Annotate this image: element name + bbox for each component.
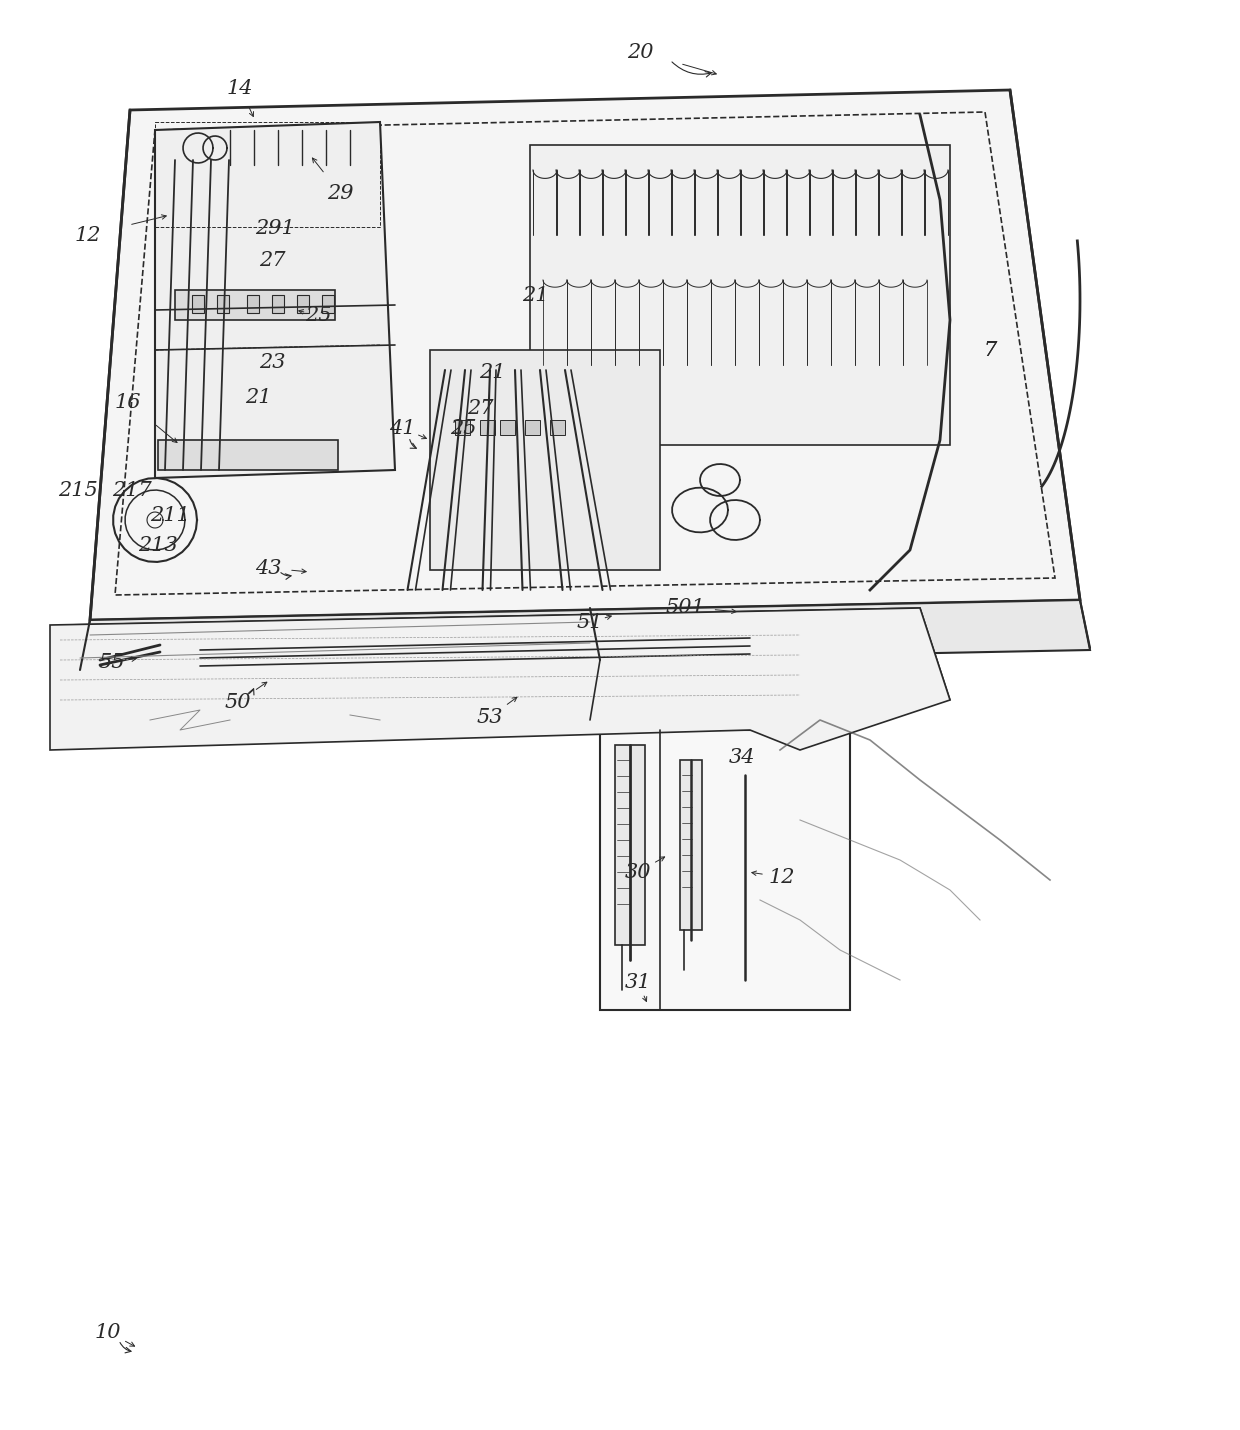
Text: 12: 12 — [769, 868, 795, 887]
Text: 30: 30 — [625, 862, 651, 881]
Bar — [615, 745, 645, 945]
Text: 23: 23 — [259, 353, 285, 372]
Polygon shape — [81, 601, 1090, 671]
Bar — [155, 122, 379, 227]
Text: 53: 53 — [476, 708, 503, 726]
Bar — [192, 295, 205, 313]
Bar — [247, 295, 259, 313]
Text: 14: 14 — [227, 79, 253, 97]
Text: 29: 29 — [327, 183, 353, 203]
Bar — [600, 729, 849, 1010]
Bar — [175, 290, 335, 320]
Bar — [551, 420, 565, 435]
Text: 41: 41 — [389, 419, 415, 438]
Text: 50: 50 — [224, 692, 252, 712]
Text: 7: 7 — [983, 340, 997, 359]
Text: 51: 51 — [577, 612, 603, 632]
Text: 211: 211 — [150, 505, 190, 525]
Text: 16: 16 — [115, 392, 141, 412]
Bar — [322, 295, 334, 313]
Text: 27: 27 — [259, 250, 285, 269]
Text: 10: 10 — [94, 1323, 122, 1341]
Text: 55: 55 — [99, 652, 125, 672]
Bar — [529, 144, 950, 445]
Text: 7: 7 — [983, 340, 997, 359]
Text: 27: 27 — [466, 399, 494, 418]
Bar — [157, 440, 339, 470]
Bar — [455, 420, 470, 435]
Text: 12: 12 — [74, 226, 102, 245]
Text: 21: 21 — [522, 286, 548, 305]
Text: 25: 25 — [450, 419, 476, 438]
Bar — [298, 295, 309, 313]
Polygon shape — [91, 90, 1080, 621]
Text: 21: 21 — [244, 388, 272, 406]
Text: 215: 215 — [58, 480, 98, 499]
Polygon shape — [50, 608, 950, 749]
Text: 501: 501 — [665, 598, 704, 616]
Bar — [500, 420, 515, 435]
Bar — [525, 420, 539, 435]
Text: 291: 291 — [255, 219, 295, 237]
Text: 34: 34 — [729, 748, 755, 766]
Polygon shape — [155, 122, 396, 478]
Polygon shape — [64, 608, 950, 718]
Text: 25: 25 — [305, 306, 331, 325]
Bar — [430, 350, 660, 571]
Bar — [480, 420, 495, 435]
Text: 217: 217 — [112, 480, 151, 499]
Text: 31: 31 — [625, 972, 651, 991]
Bar — [217, 295, 229, 313]
Text: 43: 43 — [254, 559, 281, 578]
Text: 21: 21 — [479, 362, 505, 382]
Text: 213: 213 — [138, 535, 177, 555]
Bar — [272, 295, 284, 313]
Bar — [680, 759, 702, 930]
Text: 20: 20 — [626, 43, 653, 61]
